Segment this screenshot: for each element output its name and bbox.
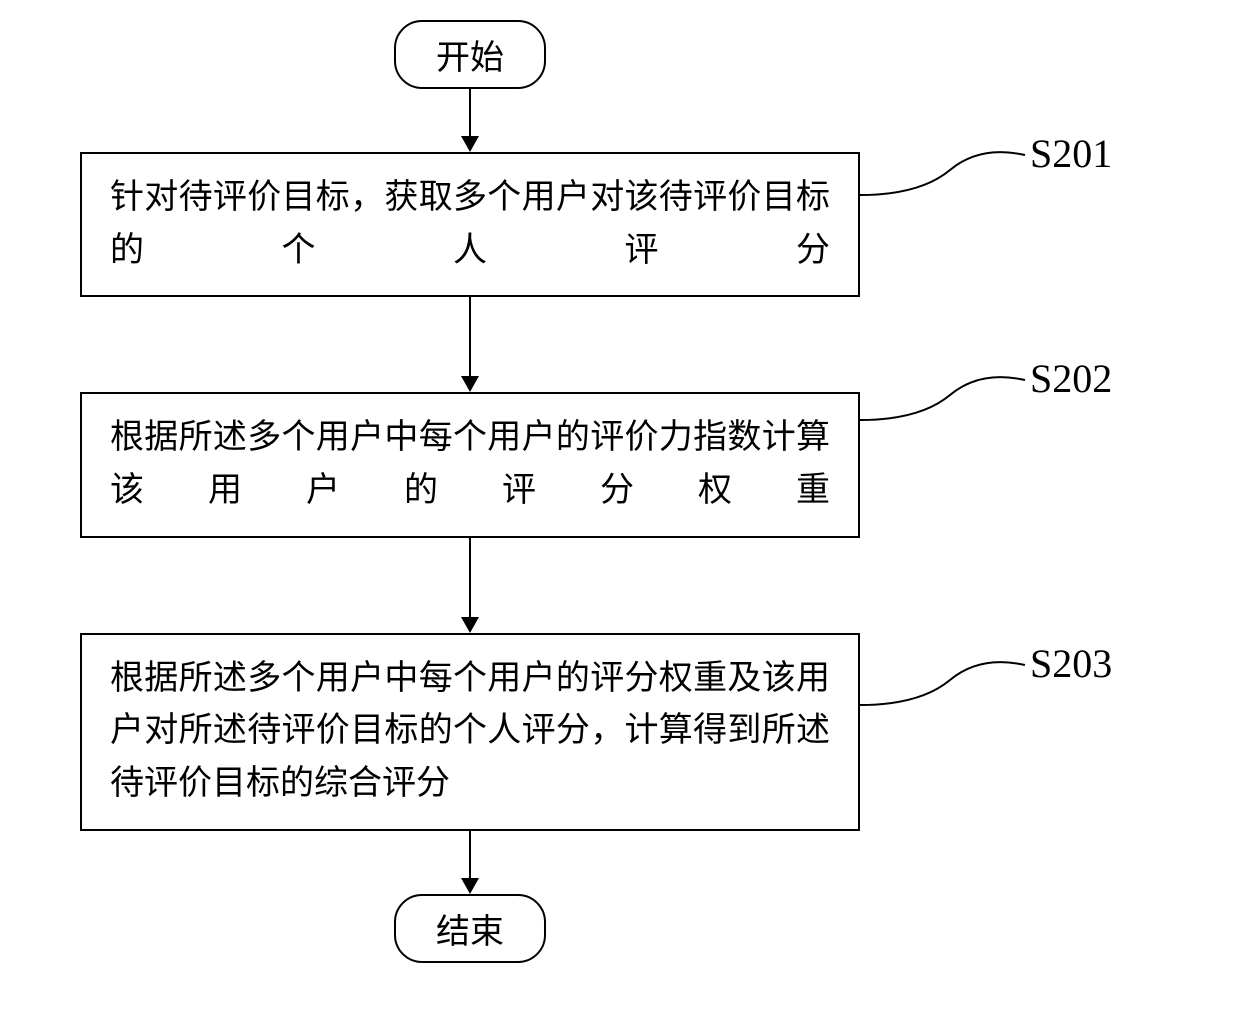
arrow-head-icon [461,376,479,392]
connector-s201 [860,140,1030,220]
label-s202: S202 [1030,355,1112,402]
step-s201: 针对待评价目标，获取多个用户对该待评价目标的个人评分 [80,152,860,297]
step-text: 针对待评价目标，获取多个用户对该待评价目标的个人评分 [110,179,830,269]
arrow-head-icon [461,136,479,152]
label-text: S203 [1030,641,1112,686]
arrow-4 [461,831,479,894]
step-s202: 根据所述多个用户中每个用户的评价力指数计算该用户的评分权重 [80,392,860,537]
label-s201: S201 [1030,130,1112,177]
end-text: 结束 [436,914,504,951]
start-terminal: 开始 [394,20,546,89]
arrow-line [469,297,471,377]
step-text: 根据所述多个用户中每个用户的评价力指数计算该用户的评分权重 [110,419,830,509]
arrow-head-icon [461,617,479,633]
arrow-1 [461,89,479,152]
arrow-2 [461,297,479,392]
step-s203: 根据所述多个用户中每个用户的评分权重及该用户对所述待评价目标的个人评分，计算得到… [80,633,860,831]
arrow-head-icon [461,878,479,894]
arrow-line [469,831,471,879]
arrow-3 [461,538,479,633]
end-terminal: 结束 [394,894,546,963]
arrow-line [469,89,471,137]
flowchart-container: 开始 针对待评价目标，获取多个用户对该待评价目标的个人评分 根据所述多个用户中每… [80,20,860,963]
label-text: S202 [1030,356,1112,401]
label-s203: S203 [1030,640,1112,687]
start-text: 开始 [436,40,504,77]
step-text: 根据所述多个用户中每个用户的评分权重及该用户对所述待评价目标的个人评分，计算得到… [110,660,830,802]
label-text: S201 [1030,131,1112,176]
connector-s203 [860,650,1030,740]
connector-s202 [860,365,1030,445]
arrow-line [469,538,471,618]
